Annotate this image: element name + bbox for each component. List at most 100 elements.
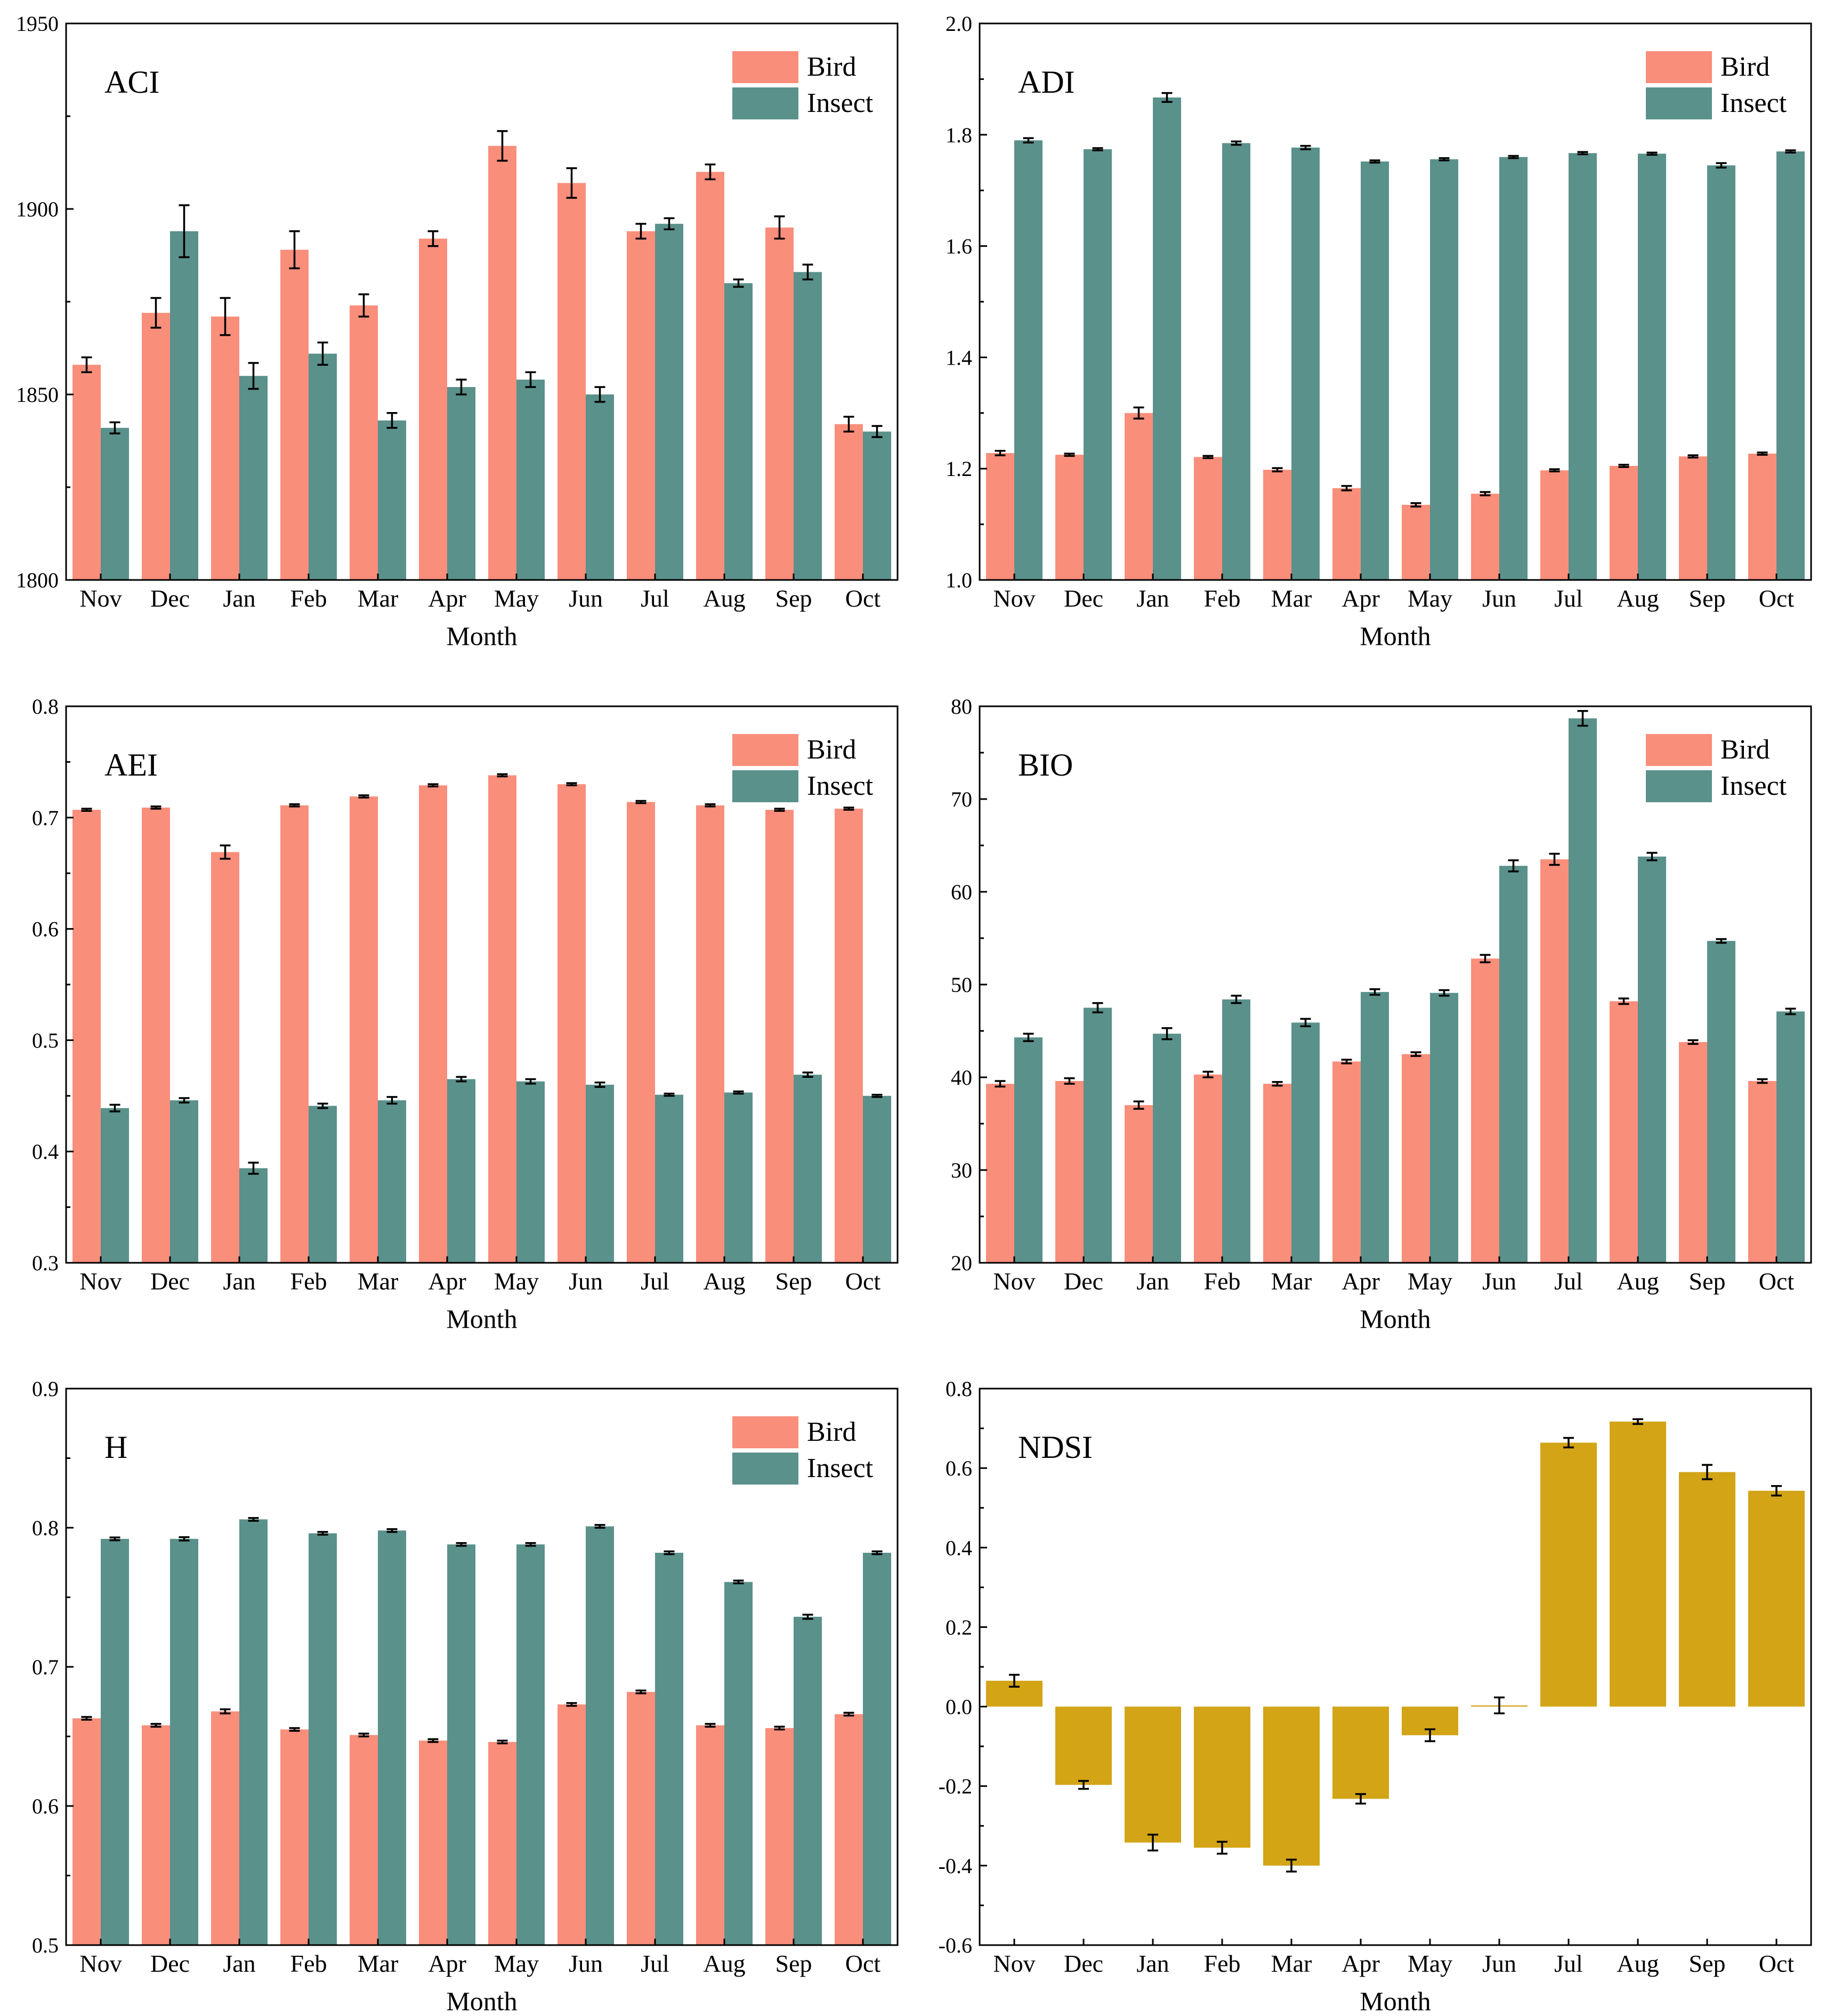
legend-label-bird: Bird: [807, 1417, 856, 1447]
error-bar-bird-may: [497, 773, 508, 778]
error-bar-ndsi-sep: [1702, 1464, 1712, 1480]
x-tick-label-jul: Jul: [641, 1268, 669, 1295]
bar-insect-jun: [1499, 866, 1528, 1263]
bar-bird-feb: [1194, 1074, 1222, 1263]
y-tick-label: -0.4: [939, 1854, 972, 1878]
bar-bird-jun: [1471, 958, 1499, 1263]
error-bar-insect-oct: [871, 425, 883, 438]
error-bar-insect-dec: [179, 1097, 190, 1104]
error-bar-insect-aug: [1646, 151, 1658, 156]
x-tick-label-oct: Oct: [1759, 585, 1795, 612]
x-tick-label-apr: Apr: [428, 1950, 466, 1977]
bar-insect-nov: [1014, 1037, 1043, 1263]
x-tick-label-dec: Dec: [150, 585, 190, 612]
x-tick-label-nov: Nov: [79, 585, 122, 612]
x-tick-label-may: May: [1408, 585, 1452, 612]
bar-insect-oct: [863, 1552, 891, 1945]
x-tick-label-sep: Sep: [775, 1950, 812, 1977]
error-bar-insect-may: [1439, 157, 1450, 162]
error-bar-insect-jan: [1161, 92, 1173, 103]
error-bar-insect-mar: [1300, 144, 1311, 150]
bar-bird-apr: [419, 238, 447, 580]
panel-title: ADI: [1018, 64, 1075, 100]
bar-insect-dec: [170, 1538, 198, 1945]
x-tick-label-sep: Sep: [775, 585, 812, 612]
legend-swatch-bird: [1646, 734, 1712, 766]
error-bar-insect-mar: [386, 1096, 398, 1105]
error-bar-bird-nov: [81, 1716, 92, 1721]
bar-bird-feb: [280, 1729, 309, 1945]
error-bar-insect-jan: [248, 362, 259, 390]
x-tick-label-aug: Aug: [1617, 585, 1659, 612]
bar-insect-jul: [655, 1094, 683, 1263]
bar-bird-oct: [835, 1714, 863, 1945]
bar-insect-oct: [863, 431, 891, 580]
bar-ndsi-jan: [1125, 1706, 1181, 1843]
error-bar-bird-oct: [843, 807, 854, 811]
y-tick-label: 0.8: [32, 1516, 59, 1540]
bar-insect-feb: [1222, 143, 1250, 580]
y-tick-label: 1900: [16, 197, 59, 221]
bar-bird-aug: [696, 1725, 724, 1945]
x-tick-label-aug: Aug: [703, 1950, 745, 1977]
x-tick-label-mar: Mar: [358, 1268, 399, 1295]
x-tick-label-mar: Mar: [1271, 1950, 1312, 1977]
bar-bird-jun: [558, 183, 586, 580]
x-tick-label-jan: Jan: [1136, 1950, 1169, 1977]
chart-panel-aei: 0.3 0.4 0.5 0.6 0.7 0.8 Nov Dec Jan Feb Mar Apr May J…: [32, 695, 899, 1334]
legend-label-bird: Bird: [807, 735, 856, 765]
error-bar-insect-apr: [456, 1076, 467, 1083]
bar-bird-aug: [1610, 1001, 1638, 1263]
x-tick-label-nov: Nov: [993, 1268, 1035, 1295]
bar-bird-jan: [211, 1711, 239, 1945]
error-bar-insect-dec: [1092, 1002, 1103, 1013]
bar-insect-oct: [1776, 151, 1805, 580]
bar-insect-jul: [655, 1552, 683, 1945]
x-tick-label-jun: Jun: [1482, 1268, 1516, 1295]
y-tick-label: 0.7: [32, 1655, 59, 1679]
error-bar-bird-jul: [1549, 468, 1560, 473]
error-bar-insect-jul: [1577, 709, 1588, 727]
y-tick-label: 0.6: [32, 1794, 59, 1818]
y-tick-label: 80: [951, 695, 972, 719]
panel-title: AEI: [104, 747, 158, 783]
bar-insect-nov: [1014, 140, 1043, 580]
y-tick-label: 50: [951, 973, 972, 997]
y-tick-label: 0.7: [32, 806, 59, 830]
error-bar-insect-oct: [871, 1093, 883, 1098]
bar-insect-apr: [447, 1544, 475, 1945]
x-tick-label-apr: Apr: [1342, 585, 1380, 612]
x-tick-label-dec: Dec: [1064, 1268, 1103, 1295]
bar-insect-aug: [724, 283, 753, 580]
bar-bird-jul: [627, 231, 655, 580]
x-tick-label-jun: Jun: [569, 1950, 603, 1977]
x-tick-label-jan: Jan: [223, 1950, 255, 1977]
bar-bird-jun: [1471, 494, 1499, 580]
bar-bird-feb: [1194, 457, 1222, 580]
error-bar-insect-jan: [248, 1517, 259, 1522]
error-bar-bird-jan: [1133, 1100, 1144, 1110]
bar-insect-nov: [101, 1108, 129, 1263]
bar-insect-jul: [1569, 153, 1597, 580]
bar-insect-mar: [1291, 147, 1320, 580]
x-tick-label-jan: Jan: [223, 1268, 255, 1295]
error-bar-bird-dec: [150, 805, 161, 810]
bar-bird-may: [488, 1741, 516, 1945]
x-tick-label-sep: Sep: [775, 1268, 812, 1295]
error-bar-ndsi-aug: [1633, 1418, 1643, 1425]
error-bar-insect-mar: [386, 1528, 398, 1533]
error-bar-insect-jan: [1161, 1027, 1173, 1041]
bar-bird-oct: [1748, 454, 1776, 580]
bar-ndsi-dec: [1055, 1706, 1112, 1785]
bar-insect-jan: [1153, 97, 1181, 580]
error-bar-ndsi-apr: [1355, 1793, 1366, 1805]
bar-bird-dec: [1055, 455, 1084, 580]
error-bar-bird-sep: [1687, 454, 1699, 459]
x-tick-label-jun: Jun: [1482, 585, 1516, 612]
bar-insect-jan: [239, 376, 268, 580]
bar-bird-jul: [627, 1691, 655, 1945]
error-bar-bird-jul: [1549, 852, 1560, 866]
bar-bird-sep: [765, 810, 794, 1263]
bar-insect-aug: [1638, 154, 1666, 580]
error-bar-bird-jun: [1480, 954, 1491, 963]
